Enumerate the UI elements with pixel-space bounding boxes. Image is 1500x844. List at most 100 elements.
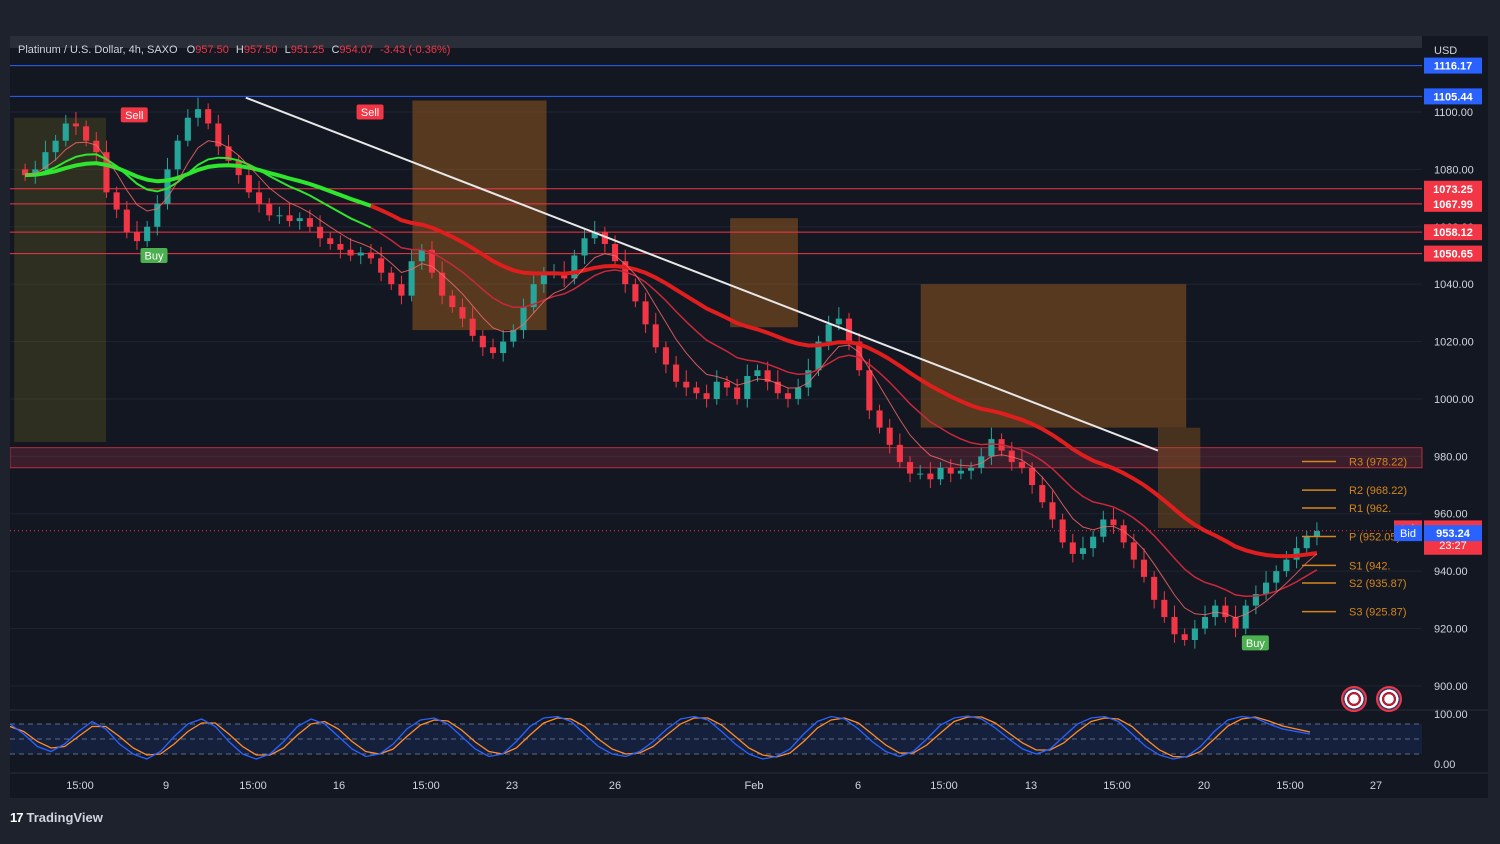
time-tick-label: 9 <box>163 780 169 792</box>
change-value: -3.43 (-0.36%) <box>380 44 451 56</box>
price-tick-label: 980.00 <box>1434 451 1468 463</box>
candle-body <box>683 381 690 388</box>
candle-body <box>540 272 547 285</box>
candle-body <box>449 295 456 308</box>
candle-body <box>510 330 517 342</box>
candle-body <box>337 244 344 250</box>
shaded-zone <box>412 100 547 331</box>
candle-body <box>1273 571 1280 583</box>
price-tick-label: 940.00 <box>1434 566 1468 578</box>
candle-body <box>795 387 802 399</box>
candle-body <box>754 370 761 376</box>
signal-label: Sell <box>361 107 379 119</box>
price-tag-label: 1058.12 <box>1433 227 1473 239</box>
signal-badge <box>1241 635 1269 651</box>
signal-label: Buy <box>145 250 164 262</box>
us-flag-icon[interactable] <box>1341 686 1367 712</box>
candle-body <box>856 341 863 371</box>
candle-body <box>1029 467 1036 486</box>
price-tag <box>1424 195 1482 212</box>
ema-slow-green <box>25 161 372 208</box>
bid-tag <box>1424 525 1482 542</box>
candle-body <box>489 347 497 354</box>
time-tick-label: 13 <box>1025 780 1037 792</box>
candle-body <box>825 324 832 342</box>
price-tag-label: 1116.17 <box>1434 61 1473 73</box>
tradingview-logo[interactable]: 17 TradingView <box>10 810 103 825</box>
price-tag <box>1424 180 1482 197</box>
close-label: C <box>331 44 340 56</box>
candle-body <box>215 123 222 147</box>
open-label: O <box>186 44 196 56</box>
candle-body <box>774 381 781 394</box>
candle-body <box>612 244 619 262</box>
candle-body <box>1090 536 1097 549</box>
buy-signal: Buy <box>1241 635 1269 651</box>
candle-body <box>378 258 385 273</box>
signal-badge <box>140 247 168 263</box>
high-value: 957.50 <box>243 44 278 56</box>
price-tag <box>1424 245 1482 262</box>
symbol-header: Platinum / U.S. Dollar, 4h, SAXO O957.50… <box>18 44 450 56</box>
time-tick-label: 26 <box>609 780 621 792</box>
candle-body <box>1232 617 1239 629</box>
candle-body <box>1212 605 1219 618</box>
candle-body <box>764 370 771 382</box>
time-tick-label: 15:00 <box>66 780 94 792</box>
candle-body <box>174 140 181 170</box>
bid-badge <box>1394 525 1422 542</box>
candle-body <box>978 456 985 468</box>
us-flag-icon[interactable] <box>1376 686 1402 712</box>
candle-body <box>113 192 120 210</box>
candle-body <box>225 146 232 161</box>
pivot-label: S2 (935.87) <box>1349 578 1406 590</box>
chart-pane[interactable]: R3 (978.22) R2 (968.22) R1 (962. P (952.05)… <box>10 36 1488 798</box>
trend-line <box>245 96 1159 452</box>
price-chart[interactable]: R3 (978.22) R2 (968.22) R1 (962. P (952.05)… <box>10 36 1488 798</box>
candle-body <box>1110 519 1117 526</box>
candle-body <box>72 123 79 127</box>
price-tag <box>1424 224 1482 241</box>
candle-body <box>367 252 374 259</box>
price-tag-label: 1067.99 <box>1433 199 1473 211</box>
candle-body <box>703 393 710 399</box>
candle-body <box>642 301 649 325</box>
candle-body <box>62 123 69 141</box>
candle-body <box>83 126 90 141</box>
candle-body <box>255 192 263 204</box>
candle-body <box>581 238 588 256</box>
oscillator-tick-label: 100.00 <box>1434 709 1468 721</box>
candle-body <box>245 175 252 193</box>
open-value: 957.50 <box>195 44 229 56</box>
candle-body <box>347 249 354 256</box>
candle-body <box>784 393 792 399</box>
brand-name: TradingView <box>26 810 103 825</box>
candle-body <box>317 226 324 239</box>
candle-body <box>957 470 964 474</box>
pivot-label: S1 (942. <box>1349 560 1391 572</box>
candle-body <box>1069 542 1076 554</box>
candle-body <box>1222 605 1229 618</box>
pivot-label: P (952.05) <box>1349 532 1400 544</box>
candle-body <box>876 410 883 428</box>
low-value: 951.25 <box>290 44 325 56</box>
candle-body <box>968 467 975 471</box>
candle-body <box>184 117 191 141</box>
time-tick-label: 15:00 <box>930 780 958 792</box>
time-tick-label: 20 <box>1198 780 1210 792</box>
time-tick-label: 15:00 <box>1276 780 1304 792</box>
candle-body <box>937 467 944 480</box>
candle-body <box>988 439 995 457</box>
candle-body <box>693 387 700 394</box>
bid-label: Bid <box>1400 528 1416 540</box>
candle-body <box>52 140 59 153</box>
candle-body <box>1100 519 1107 537</box>
candle-body <box>1201 617 1209 629</box>
price-tag <box>1424 88 1482 105</box>
oscillator-d-line <box>10 716 1311 758</box>
candle-body <box>652 324 659 348</box>
time-tick-label: 6 <box>855 780 861 792</box>
resistance-zone <box>10 447 1423 469</box>
shaded-zone <box>14 117 107 442</box>
candle-body <box>866 370 873 411</box>
